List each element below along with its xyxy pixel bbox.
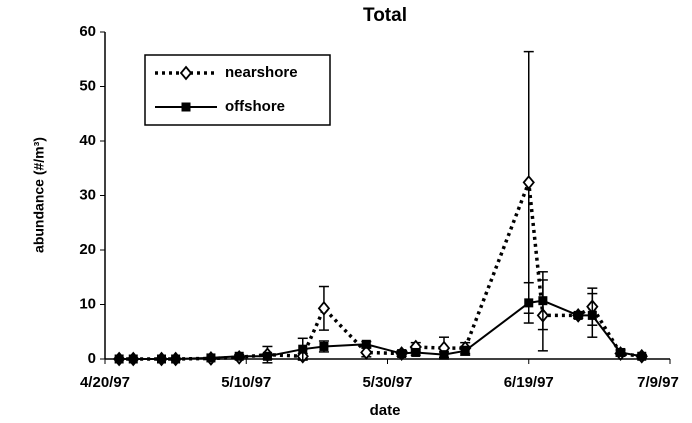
data-point [319,341,329,351]
data-point [616,347,626,357]
data-point [234,351,244,361]
series-line [119,299,642,360]
chart-title: Total [363,5,407,26]
legend-label: offshore [225,98,285,115]
data-point [524,298,534,308]
series-line [119,181,642,361]
y-tick-label: 30 [79,186,96,203]
x-tick-label: 5/30/97 [362,374,412,391]
data-point [206,353,216,363]
x-tick-label: 4/20/97 [80,374,130,391]
y-tick-label: 60 [79,23,96,40]
data-point [538,296,548,306]
y-axis-label: abundance (#/m³) [31,137,47,253]
y-tick-label: 50 [79,77,96,94]
legend-marker [181,102,191,112]
y-tick-label: 40 [79,132,96,149]
x-tick-label: 7/9/97 [637,374,679,391]
data-point [298,344,308,354]
data-point [573,310,583,320]
legend-box [144,54,331,126]
data-point [171,354,181,364]
x-tick-label: 6/19/97 [504,374,554,391]
data-point [439,350,449,360]
data-point [522,175,535,190]
data-point [157,354,166,364]
data-point [587,310,597,320]
y-tick-label: 20 [79,241,96,258]
x-axis-label: date [370,402,401,419]
data-point [128,354,138,364]
data-point [411,347,421,357]
data-point [397,349,407,359]
y-tick-label: 10 [79,295,96,312]
data-point [317,300,331,316]
legend-marker [179,65,193,81]
legend-label: nearshore [225,64,298,81]
data-point [114,354,124,364]
y-tick-label: 0 [88,350,96,367]
data-point [360,345,373,360]
data-point [361,339,371,349]
data-point [460,346,470,356]
x-tick-label: 5/10/97 [221,374,271,391]
data-point [262,351,272,361]
data-point [637,351,647,361]
